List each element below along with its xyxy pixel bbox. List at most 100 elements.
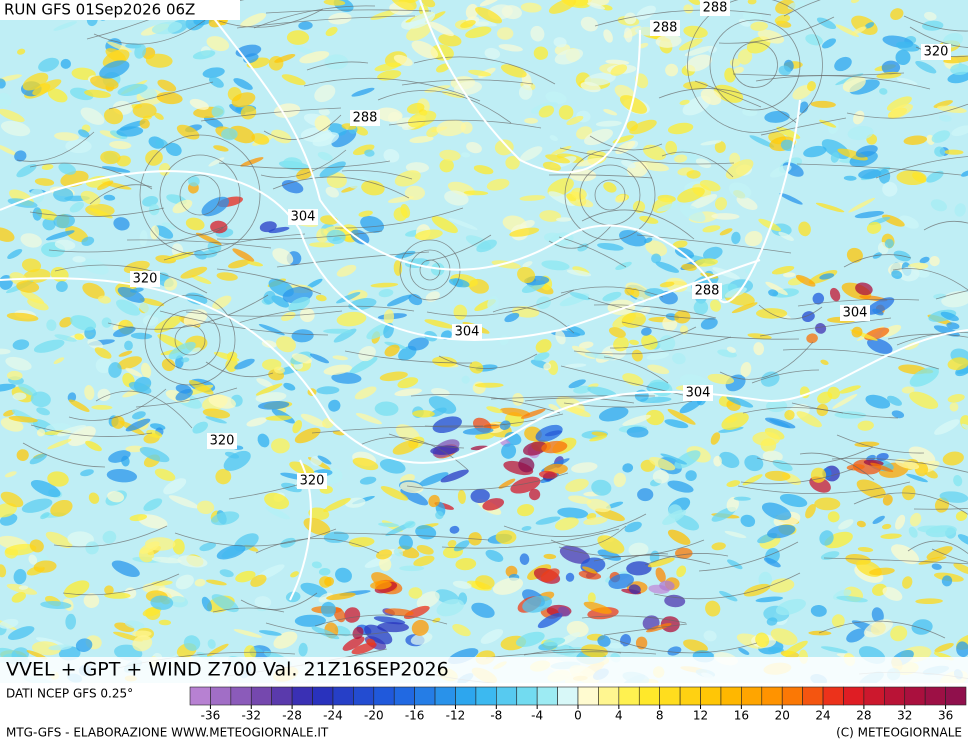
velocity-cell bbox=[398, 534, 413, 550]
velocity-cell bbox=[444, 190, 469, 206]
velocity-cell bbox=[649, 456, 676, 471]
velocity-cell bbox=[274, 53, 296, 63]
velocity-cell bbox=[533, 46, 549, 60]
velocity-cell bbox=[647, 557, 675, 568]
velocity-cell bbox=[299, 51, 330, 64]
velocity-cell bbox=[309, 242, 335, 248]
velocity-cell bbox=[158, 163, 171, 176]
velocity-cell bbox=[139, 230, 148, 247]
velocity-cell bbox=[74, 333, 85, 340]
velocity-cell bbox=[428, 21, 454, 37]
velocity-cell bbox=[364, 149, 375, 157]
velocity-cell bbox=[626, 426, 649, 438]
velocity-cell bbox=[290, 571, 299, 578]
velocity-cell bbox=[820, 646, 848, 653]
velocity-cell bbox=[753, 342, 765, 356]
velocity-cell bbox=[815, 202, 845, 213]
velocity-cell bbox=[247, 261, 264, 267]
contour-label: 304 bbox=[291, 210, 316, 225]
streamline bbox=[923, 220, 968, 231]
contour-label: 288 bbox=[353, 111, 378, 126]
velocity-cell bbox=[453, 540, 470, 552]
velocity-cell bbox=[815, 323, 827, 334]
velocity-cell bbox=[136, 299, 166, 318]
colorbar-cell bbox=[455, 686, 477, 706]
streamline bbox=[887, 333, 968, 340]
streamline bbox=[426, 289, 575, 317]
colorbar-tick-label: 28 bbox=[856, 709, 871, 723]
velocity-cell bbox=[864, 22, 875, 29]
velocity-cell bbox=[139, 297, 165, 307]
velocity-cell bbox=[805, 503, 816, 519]
velocity-cell bbox=[141, 362, 152, 379]
velocity-cell bbox=[187, 347, 201, 356]
velocity-cell bbox=[558, 105, 574, 120]
velocity-cell bbox=[695, 158, 712, 169]
velocity-cell bbox=[375, 549, 393, 560]
velocity-cell bbox=[206, 579, 227, 586]
velocity-cell bbox=[863, 619, 893, 638]
velocity-cell bbox=[436, 599, 465, 617]
contour-label-box bbox=[207, 433, 237, 449]
velocity-cell bbox=[870, 462, 894, 473]
velocity-cell bbox=[942, 451, 964, 466]
velocity-cell bbox=[221, 128, 238, 141]
velocity-cell bbox=[298, 642, 308, 657]
velocity-cell bbox=[394, 170, 421, 187]
velocity-cell bbox=[201, 596, 213, 612]
velocity-cell bbox=[646, 352, 670, 360]
velocity-cell bbox=[871, 607, 884, 624]
velocity-cell bbox=[288, 296, 311, 312]
velocity-cell bbox=[8, 626, 35, 641]
velocity-cell bbox=[817, 391, 833, 404]
velocity-cell bbox=[328, 399, 341, 412]
velocity-cell bbox=[42, 218, 56, 231]
velocity-cell bbox=[40, 601, 72, 609]
velocity-cell bbox=[199, 542, 217, 552]
velocity-cell bbox=[336, 311, 367, 327]
velocity-cell bbox=[0, 92, 12, 108]
velocity-cell bbox=[29, 539, 44, 553]
streamline bbox=[603, 356, 669, 384]
velocity-cell bbox=[56, 280, 68, 293]
velocity-cell bbox=[384, 608, 414, 616]
velocity-cell bbox=[866, 221, 882, 234]
velocity-cell bbox=[132, 103, 157, 119]
velocity-cell bbox=[272, 248, 294, 265]
streamline bbox=[593, 304, 717, 319]
velocity-cell bbox=[84, 385, 95, 401]
velocity-cell bbox=[810, 604, 827, 617]
streamline bbox=[796, 163, 962, 176]
velocity-cell bbox=[336, 264, 357, 277]
velocity-cell bbox=[855, 282, 873, 296]
colorbar-cell bbox=[741, 686, 763, 706]
velocity-cell bbox=[947, 71, 968, 84]
velocity-cell bbox=[215, 468, 232, 485]
contour-label-box bbox=[921, 44, 951, 60]
velocity-cell bbox=[100, 150, 121, 165]
velocity-cell bbox=[323, 531, 349, 543]
velocity-cell bbox=[769, 418, 791, 428]
velocity-cell bbox=[20, 233, 42, 248]
velocity-cell bbox=[639, 215, 659, 224]
velocity-cell bbox=[130, 287, 144, 293]
velocity-cell bbox=[116, 299, 141, 316]
velocity-cell bbox=[636, 5, 656, 20]
velocity-cell bbox=[535, 339, 552, 354]
velocity-cell bbox=[700, 317, 718, 330]
velocity-cell bbox=[265, 506, 290, 520]
velocity-cell bbox=[240, 105, 257, 120]
velocity-cell bbox=[0, 502, 17, 518]
colorbar-tick-label: -32 bbox=[241, 709, 261, 723]
streamline bbox=[836, 434, 925, 454]
velocity-cell bbox=[944, 149, 964, 155]
velocity-cell bbox=[931, 563, 942, 570]
velocity-cell bbox=[410, 632, 433, 645]
velocity-cell bbox=[251, 133, 270, 145]
velocity-cell bbox=[108, 362, 122, 378]
velocity-cell bbox=[915, 60, 937, 74]
velocity-cell bbox=[566, 620, 589, 638]
colorbar-cell bbox=[679, 686, 701, 706]
velocity-cell bbox=[0, 618, 19, 629]
velocity-cell bbox=[104, 585, 114, 595]
